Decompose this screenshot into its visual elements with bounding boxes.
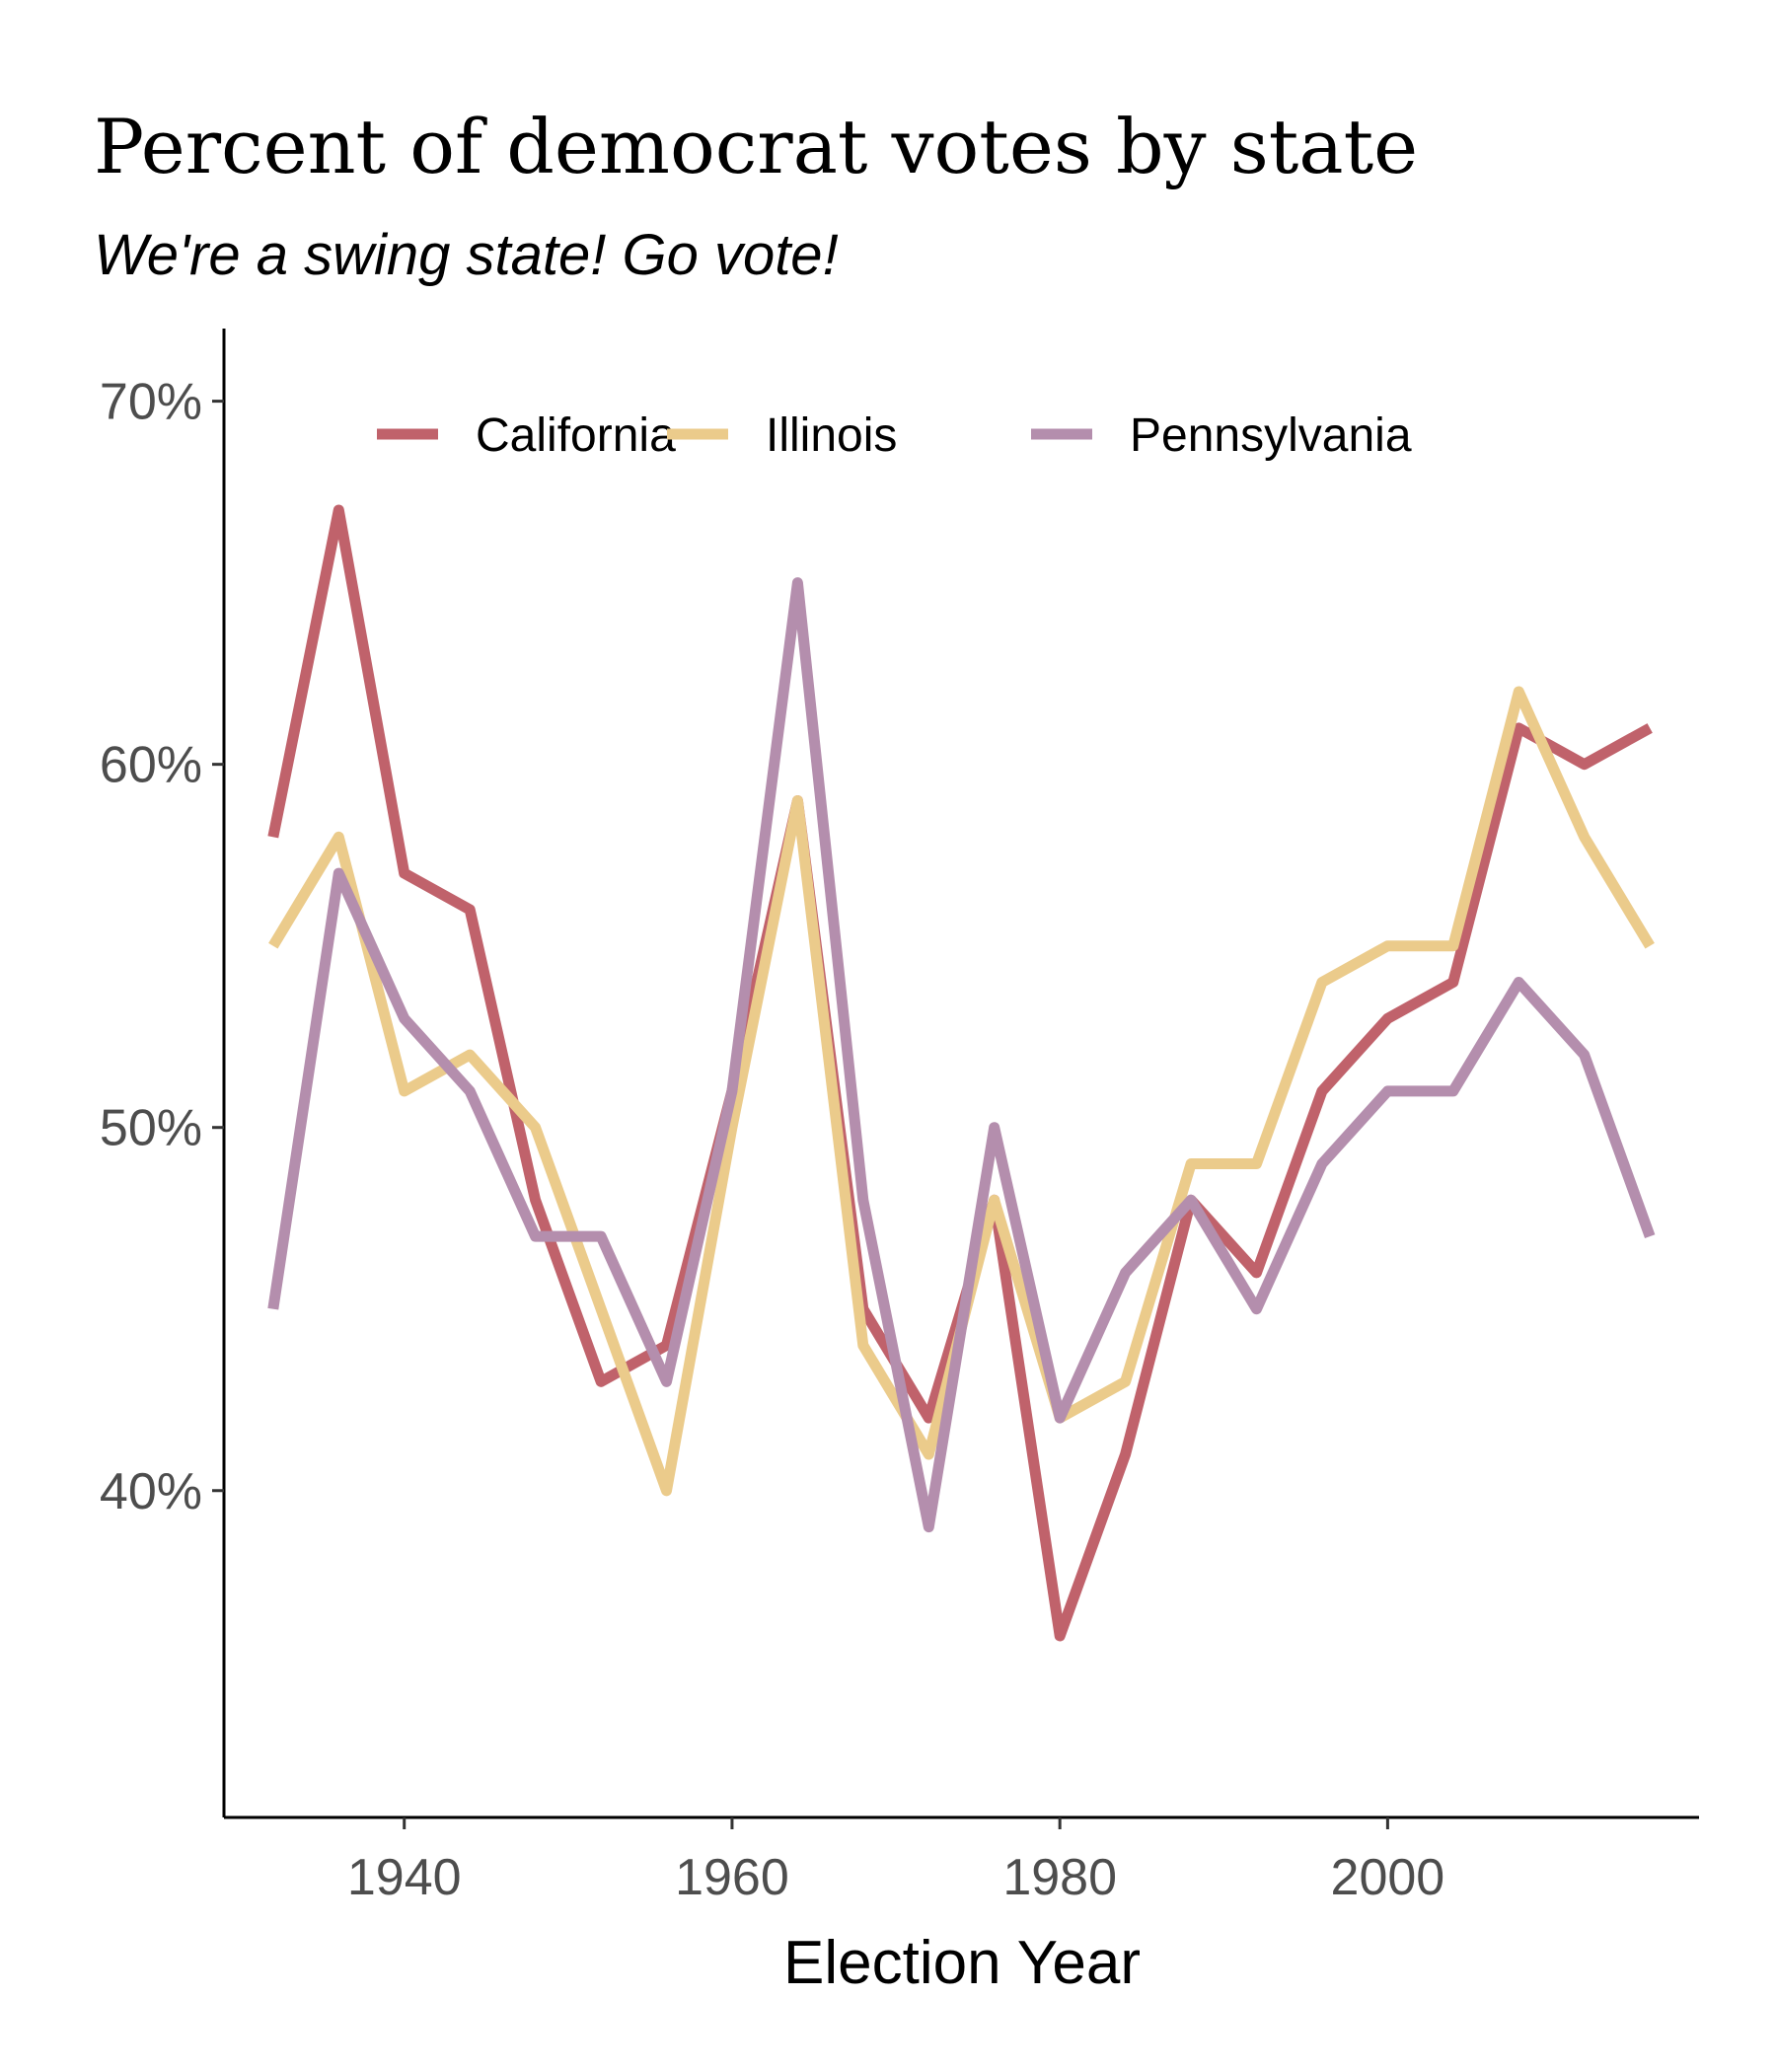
axes: 40% 50% 60% 70% 1940 1960 1980 2000 [100,329,1699,1906]
legend-label-california: California [476,409,676,462]
chart-title: Percent of democrat votes by state [94,103,1418,190]
chart-subtitle: We're a swing state! Go vote! [94,223,839,287]
x-tick-label: 2000 [1331,1849,1445,1906]
y-tick-label: 60% [100,737,202,794]
x-axis-title: Election Year [783,1929,1141,1997]
legend-label-pennsylvania: Pennsylvania [1130,409,1412,462]
y-tick-label: 70% [100,374,202,431]
y-tick-label: 40% [100,1463,202,1520]
legend: California Illinois Pennsylvania [377,409,1412,462]
series-line-pennsylvania [267,577,1656,1533]
series-lines [267,504,1656,1642]
x-tick-label: 1980 [1002,1849,1117,1906]
y-tick-label: 50% [100,1100,202,1157]
x-tick-label: 1960 [675,1849,789,1906]
x-tick-label: 1940 [347,1849,462,1906]
legend-label-illinois: Illinois [766,409,897,462]
